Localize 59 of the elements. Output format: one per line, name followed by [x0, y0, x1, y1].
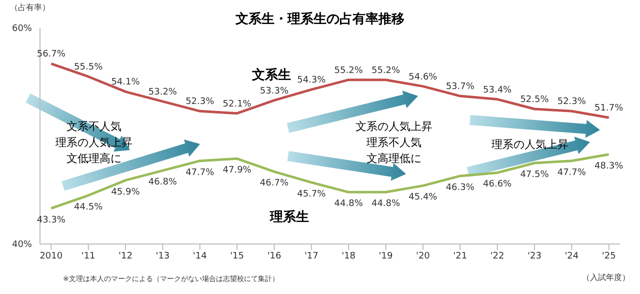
data-label: 46.6% [483, 180, 512, 190]
data-label: 47.9% [222, 166, 252, 176]
data-label: 47.7% [557, 168, 586, 178]
x-tick-label: '23 [528, 251, 542, 262]
data-label: 53.2% [148, 87, 178, 98]
data-label: 53.7% [446, 82, 475, 92]
x-tick-label: '12 [118, 251, 132, 262]
data-label: 54.1% [111, 78, 140, 88]
data-label: 47.5% [520, 170, 550, 180]
x-tick-label: '18 [342, 251, 356, 262]
x-tick-label: '11 [81, 251, 96, 262]
data-label: 51.7% [594, 104, 624, 114]
data-label: 52.5% [520, 95, 550, 105]
data-label: 46.8% [148, 178, 178, 188]
data-label: 44.8% [334, 199, 364, 210]
annotation: 文低理高に [66, 152, 122, 166]
x-tick-label: 2010 [40, 251, 63, 262]
x-axis-title: （入試年度） [582, 272, 630, 283]
data-label: 46.7% [260, 178, 289, 189]
annotation: 理系不人気 [366, 136, 422, 150]
x-tick-label: '25 [602, 251, 616, 262]
text: 理系生 [270, 208, 309, 226]
x-tick-label: '13 [156, 251, 170, 262]
data-label: 52.1% [222, 99, 252, 110]
data-label: 45.4% [408, 192, 438, 203]
y-tick-label: 40% [12, 240, 32, 250]
x-tick-label: '22 [490, 251, 504, 262]
data-label: 46.3% [446, 182, 475, 193]
data-label: 44.8% [371, 199, 401, 210]
data-label: 44.5% [74, 202, 104, 212]
data-label: 55.2% [371, 66, 401, 76]
annotation: 文高理低に [366, 152, 422, 166]
data-label: 48.3% [594, 161, 624, 172]
data-label: 56.7% [36, 50, 66, 60]
data-label: 55.2% [334, 66, 364, 76]
data-label: 55.5% [74, 62, 104, 73]
data-label: 45.9% [111, 187, 140, 198]
x-tick-label: '24 [564, 251, 579, 262]
data-label: 43.3% [36, 215, 66, 226]
chart-title: 文系生・理系生の占有率推移 [236, 12, 404, 27]
y-tick-label: 60% [12, 24, 32, 34]
x-tick-label: '17 [304, 251, 318, 262]
data-label: 54.6% [408, 72, 438, 82]
x-tick-label: '21 [453, 251, 468, 262]
x-tick-label: '20 [416, 251, 430, 262]
data-label: 52.3% [557, 97, 586, 108]
data-label: 45.7% [297, 189, 326, 200]
x-tick-label: '14 [192, 251, 208, 262]
x-tick-label: '16 [267, 251, 282, 262]
y-axis-title: （占有率） [10, 2, 50, 13]
data-label: 52.3% [186, 97, 215, 108]
data-label: 53.3% [260, 86, 289, 96]
data-label: 54.3% [297, 76, 326, 86]
data-label: 47.7% [186, 168, 215, 178]
series-label: 文系生 [252, 66, 291, 84]
data-label: 53.4% [483, 85, 512, 96]
x-tick-label: '19 [378, 251, 393, 262]
annotation: 文系の人気上昇 [354, 120, 434, 134]
x-tick-label: '15 [230, 251, 244, 262]
